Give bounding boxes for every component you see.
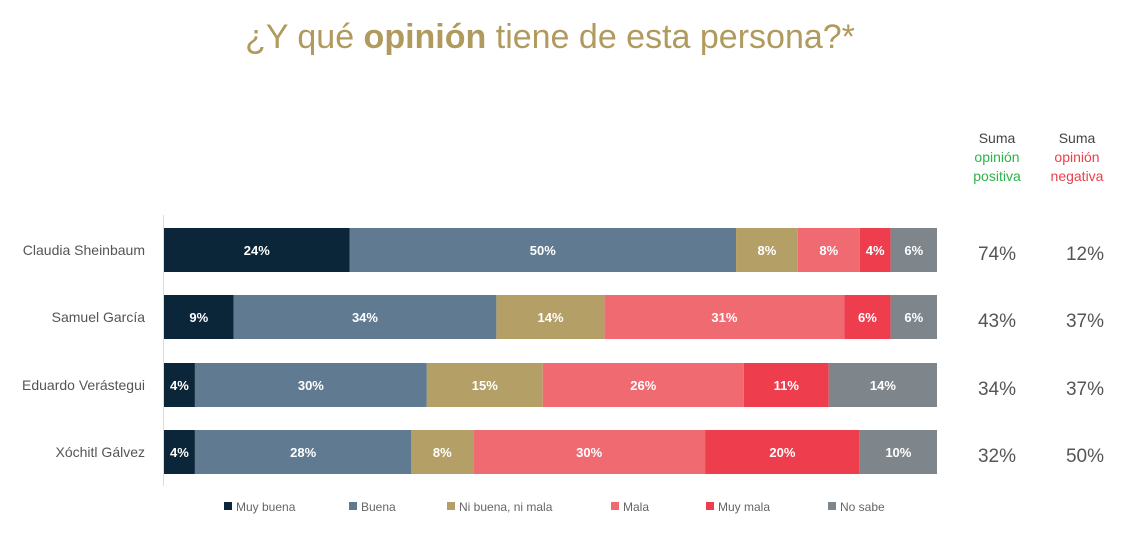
data-label: 9% (189, 310, 208, 325)
legend-swatch (706, 502, 714, 510)
bar-segment (890, 228, 937, 272)
legend-label: Muy buena (236, 500, 296, 514)
data-label: 28% (290, 445, 316, 460)
legend-swatch (224, 502, 232, 510)
legend-swatch (349, 502, 357, 510)
legend-label: Muy mala (718, 500, 770, 514)
bar-segment (890, 295, 937, 339)
header-positive: Suma opinión positiva (973, 130, 1021, 184)
legend-label: Buena (361, 500, 396, 514)
sum-negative: 12% (1066, 244, 1104, 265)
data-label: 8% (433, 445, 452, 460)
legend-label: Mala (623, 500, 649, 514)
data-label: 11% (774, 378, 800, 393)
bar-segment (828, 363, 937, 407)
data-label: 15% (472, 378, 498, 393)
data-label: 6% (904, 243, 923, 258)
data-label: 14% (870, 378, 896, 393)
sum-positive: 43% (978, 311, 1016, 332)
bar-segment (426, 363, 543, 407)
sum-negative: 37% (1066, 379, 1104, 400)
bar-segment (859, 228, 891, 272)
legend-label: No sabe (840, 500, 885, 514)
bar-segment (233, 295, 497, 339)
bar-segment (859, 430, 937, 474)
data-label: 10% (885, 445, 911, 460)
legend-swatch (611, 502, 619, 510)
bar-segment (797, 228, 860, 272)
legend-label: Ni buena, ni mala (459, 500, 553, 514)
bar-segment (736, 228, 798, 272)
chart-title: ¿Y qué opinión tiene de esta persona?* (245, 18, 855, 56)
legend-swatch (828, 502, 836, 510)
data-label: 31% (711, 310, 737, 325)
bar-segment (194, 363, 427, 407)
data-label: 4% (866, 243, 885, 258)
data-label: 24% (244, 243, 270, 258)
sum-positive: 32% (978, 446, 1016, 467)
bar-segment (164, 363, 195, 407)
data-label: 8% (819, 243, 838, 258)
data-label: 34% (352, 310, 378, 325)
bar-segment (844, 295, 891, 339)
sum-positive: 34% (978, 379, 1016, 400)
bar-segment (194, 430, 412, 474)
data-label: 50% (530, 243, 556, 258)
bar-segment (164, 228, 350, 272)
sum-negative: 37% (1066, 311, 1104, 332)
bar-segment (705, 430, 860, 474)
data-label: 26% (630, 378, 656, 393)
bar-segment (164, 295, 234, 339)
sum-positive: 74% (978, 244, 1016, 265)
bar-segment (164, 430, 195, 474)
bar-segment (473, 430, 706, 474)
category-label: Xóchitl Gálvez (56, 444, 145, 460)
bar-segment (743, 363, 829, 407)
data-label: 8% (758, 243, 777, 258)
header-negative: Suma opinión negativa (1050, 130, 1104, 184)
data-label: 4% (170, 445, 189, 460)
category-label: Claudia Sheinbaum (23, 242, 145, 258)
legend-swatch (447, 502, 455, 510)
bar-segment (542, 363, 744, 407)
data-label: 4% (170, 378, 189, 393)
bar-segment (496, 295, 605, 339)
data-label: 20% (769, 445, 795, 460)
data-label: 30% (298, 378, 324, 393)
category-label: Samuel García (52, 309, 146, 325)
bar-segment (411, 430, 474, 474)
sum-negative: 50% (1066, 446, 1104, 467)
bar-segment (604, 295, 845, 339)
data-label: 30% (576, 445, 602, 460)
data-label: 6% (904, 310, 923, 325)
bar-segment (349, 228, 737, 272)
data-label: 14% (537, 310, 563, 325)
data-label: 6% (858, 310, 877, 325)
category-label: Eduardo Verástegui (22, 377, 145, 393)
